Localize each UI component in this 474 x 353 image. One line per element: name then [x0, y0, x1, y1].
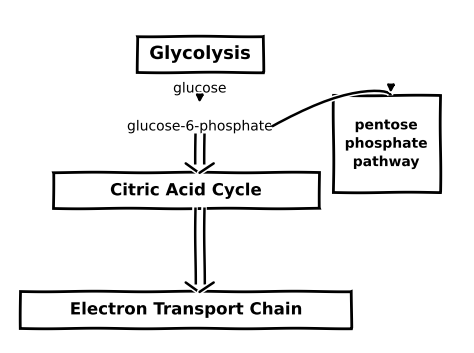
FancyBboxPatch shape	[20, 291, 351, 328]
FancyBboxPatch shape	[333, 95, 440, 192]
Text: glucose: glucose	[173, 82, 226, 95]
Text: Electron Transport Chain: Electron Transport Chain	[70, 300, 301, 318]
FancyBboxPatch shape	[53, 172, 319, 208]
Text: glucose-6-phosphate: glucose-6-phosphate	[127, 119, 273, 133]
Text: pentose
phosphate
pathway: pentose phosphate pathway	[345, 118, 428, 169]
Text: Citric Acid Cycle: Citric Acid Cycle	[110, 181, 261, 199]
Text: Glycolysis: Glycolysis	[149, 45, 250, 63]
FancyBboxPatch shape	[137, 36, 263, 72]
